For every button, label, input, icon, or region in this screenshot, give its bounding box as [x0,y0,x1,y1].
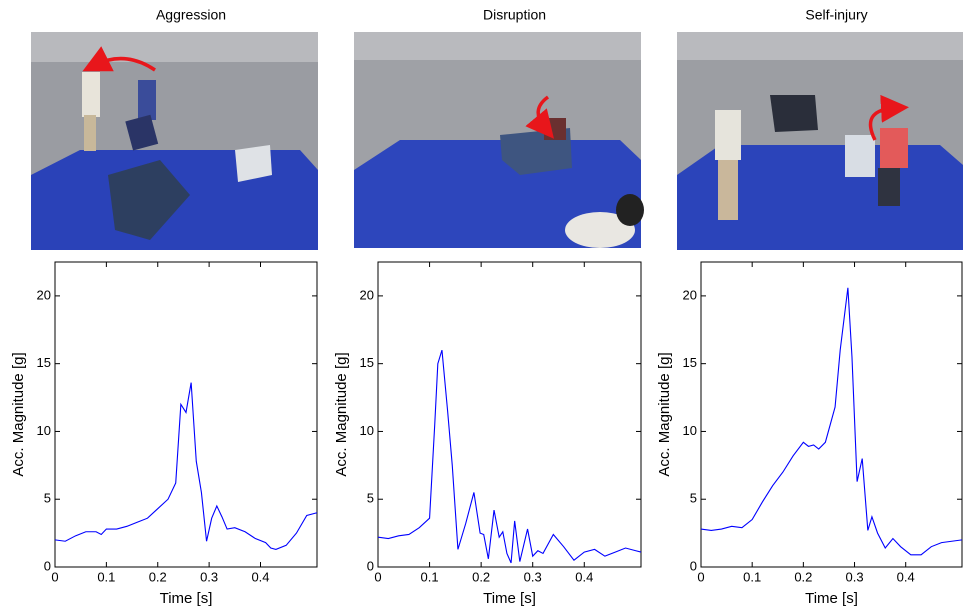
x-tick-label: 0.2 [149,569,167,584]
x-axis-label: Time [s] [483,590,536,607]
x-tick-label: 0.4 [897,569,915,584]
data-line [54,382,318,550]
y-tick-label: 20 [683,287,697,302]
y-tick-label: 10 [683,423,697,438]
plot-frame [700,261,963,568]
x-tick-label: 0.3 [524,569,542,584]
data-line [700,287,963,556]
x-tick-label: 0.2 [472,569,490,584]
y-tick-label: 15 [37,355,51,370]
x-tick-label: 0 [697,569,704,584]
y-tick-label: 0 [44,558,51,573]
x-tick-label: 0.1 [421,569,439,584]
video-frame [354,32,644,248]
y-tick-label: 15 [360,355,374,370]
x-tick-label: 0.1 [97,569,115,584]
chart-title: Self-injury [805,7,867,23]
y-tick-label: 5 [44,491,51,506]
chart-title: Aggression [156,7,226,23]
y-axis-label: Acc. Magnitude [g] [333,352,350,476]
y-tick-label: 15 [683,355,697,370]
plot-frame [377,261,642,568]
data-line [377,349,642,564]
x-tick-label: 0.3 [200,569,218,584]
y-tick-label: 10 [37,423,51,438]
plot-frame [54,261,318,568]
x-tick-label: 0 [51,569,58,584]
y-tick-label: 5 [690,491,697,506]
y-tick-label: 0 [690,558,697,573]
y-tick-label: 10 [360,423,374,438]
x-tick-label: 0.2 [794,569,812,584]
x-axis-label: Time [s] [805,590,858,607]
video-frame [677,32,963,250]
y-tick-label: 5 [367,491,374,506]
x-tick-label: 0.4 [251,569,269,584]
x-tick-label: 0.3 [845,569,863,584]
y-tick-label: 20 [37,287,51,302]
chart-title: Disruption [483,7,546,23]
x-tick-label: 0 [374,569,381,584]
y-tick-label: 20 [360,287,374,302]
x-tick-label: 0.4 [575,569,593,584]
x-axis-label: Time [s] [160,590,213,607]
video-frame [31,32,318,250]
y-tick-label: 0 [367,558,374,573]
y-axis-label: Acc. Magnitude [g] [656,352,673,476]
x-tick-label: 0.1 [743,569,761,584]
y-axis-label: Acc. Magnitude [g] [10,352,27,476]
